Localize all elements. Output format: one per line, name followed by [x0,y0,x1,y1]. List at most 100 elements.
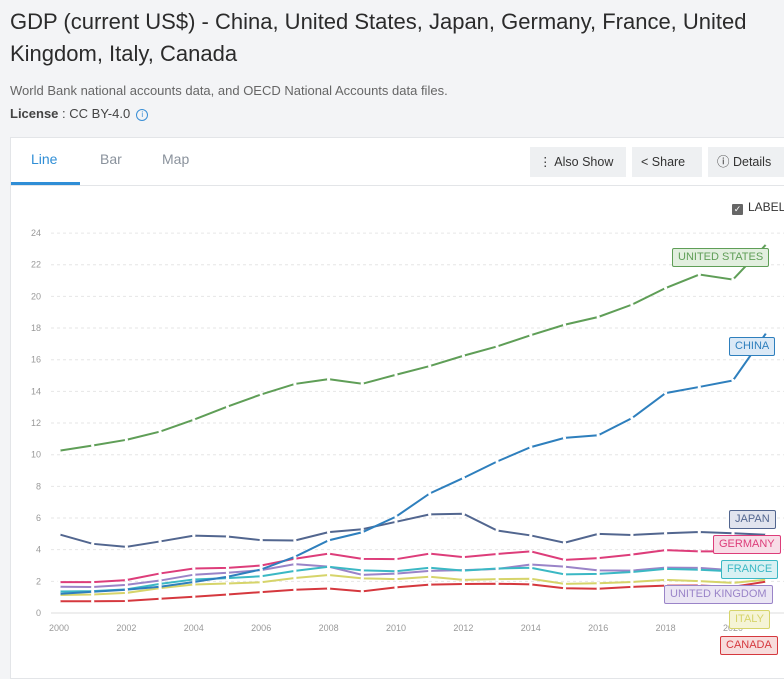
data-point [91,542,95,546]
license: License : CC BY-4.0 i [10,106,149,121]
y-tick-label: 10 [31,450,41,460]
data-point [192,533,196,538]
data-point [394,585,398,589]
data-point [428,512,432,516]
page-title: GDP (current US$) - China, United States… [10,9,747,66]
data-point [57,532,61,536]
info-icon[interactable]: i [136,109,149,121]
x-tick-label: 2004 [184,623,204,633]
series-line-japan [58,512,767,548]
data-point [596,587,600,591]
data-point [461,476,465,480]
series-label[interactable]: GERMANY [713,535,781,554]
share-label: Share [651,155,686,169]
data-point [529,562,533,567]
data-point [259,580,263,584]
series-label[interactable]: UNITED STATES [672,248,770,267]
x-tick-label: 2010 [386,623,406,633]
info-circle-icon: ⓘ [717,155,733,169]
data-point [57,585,61,589]
x-tick-label: 2016 [588,623,608,633]
data-point [428,364,432,368]
data-point [596,581,600,585]
data-point [327,565,331,569]
data-point [158,571,162,576]
data-point [664,548,668,552]
data-point [124,545,128,549]
x-tick-label: 2000 [49,623,69,633]
data-point [192,582,196,587]
data-point [461,578,465,582]
series-label[interactable]: ITALY [729,610,770,629]
chart-card: Line Bar Map ⋮ Also Show < Share ⓘ Detai… [10,137,784,679]
data-point [91,590,95,594]
series-label[interactable]: CHINA [729,337,776,356]
data-point [495,344,499,349]
data-point [327,538,331,542]
y-tick-label: 20 [31,291,41,301]
data-point [596,532,600,536]
y-tick-label: 8 [36,481,41,491]
more-vertical-icon: ⋮ [539,155,555,169]
data-point [158,597,162,601]
data-point [461,582,465,586]
data-point [360,557,364,561]
y-tick-label: 12 [31,418,41,428]
data-point [259,567,263,572]
y-tick-label: 2 [36,576,41,586]
tab-map[interactable]: Map [162,151,190,167]
series-line-france [58,565,767,593]
data-point [562,582,567,586]
data-point [360,527,364,531]
data-point [57,580,61,584]
series-label[interactable]: UNITED KINGDOM [664,585,773,604]
checkbox-checked-icon[interactable]: ✓ [732,204,743,215]
series-line-united-kingdom [58,562,767,589]
series-line-united-states [58,243,768,452]
data-point [293,588,297,592]
data-point [697,385,701,389]
data-point [327,573,331,577]
series-label[interactable]: JAPAN [729,510,776,529]
x-tick-label: 2008 [319,623,339,633]
data-point [461,555,465,559]
data-point [697,530,701,534]
data-point [630,585,634,589]
details-label: Details [732,155,772,169]
data-point [293,569,297,573]
y-tick-label: 6 [36,513,41,523]
data-point [293,555,297,559]
tab-bar-chart[interactable]: Bar [100,151,122,167]
label-toggle[interactable]: ✓ LABEL [732,200,784,215]
data-point [158,578,162,583]
data-point [731,278,735,282]
data-point [461,354,465,358]
details-button[interactable]: ⓘ Details [708,147,784,177]
data-point [360,589,364,593]
y-tick-label: 4 [36,545,41,555]
data-point [562,436,567,440]
data-point [765,242,769,246]
data-point [562,323,567,327]
x-tick-label: 2002 [116,623,136,633]
share-button[interactable]: < Share [632,147,702,177]
tab-line[interactable]: Line [31,151,58,167]
data-point [124,599,128,603]
data-point [394,520,398,524]
data-point [259,563,263,568]
data-point [192,573,196,577]
data-point [630,416,634,420]
series-label[interactable]: FRANCE [721,560,779,579]
series-label[interactable]: CANADA [720,636,778,655]
also-show-button[interactable]: ⋮ Also Show [530,147,626,177]
data-point [630,533,634,537]
data-point [596,568,600,573]
data-point [259,590,263,594]
data-point [428,566,432,570]
data-point [360,576,364,580]
data-point [428,552,432,556]
data-point [259,538,263,542]
data-point [91,599,95,603]
data-point [158,539,162,544]
data-point [428,575,432,579]
